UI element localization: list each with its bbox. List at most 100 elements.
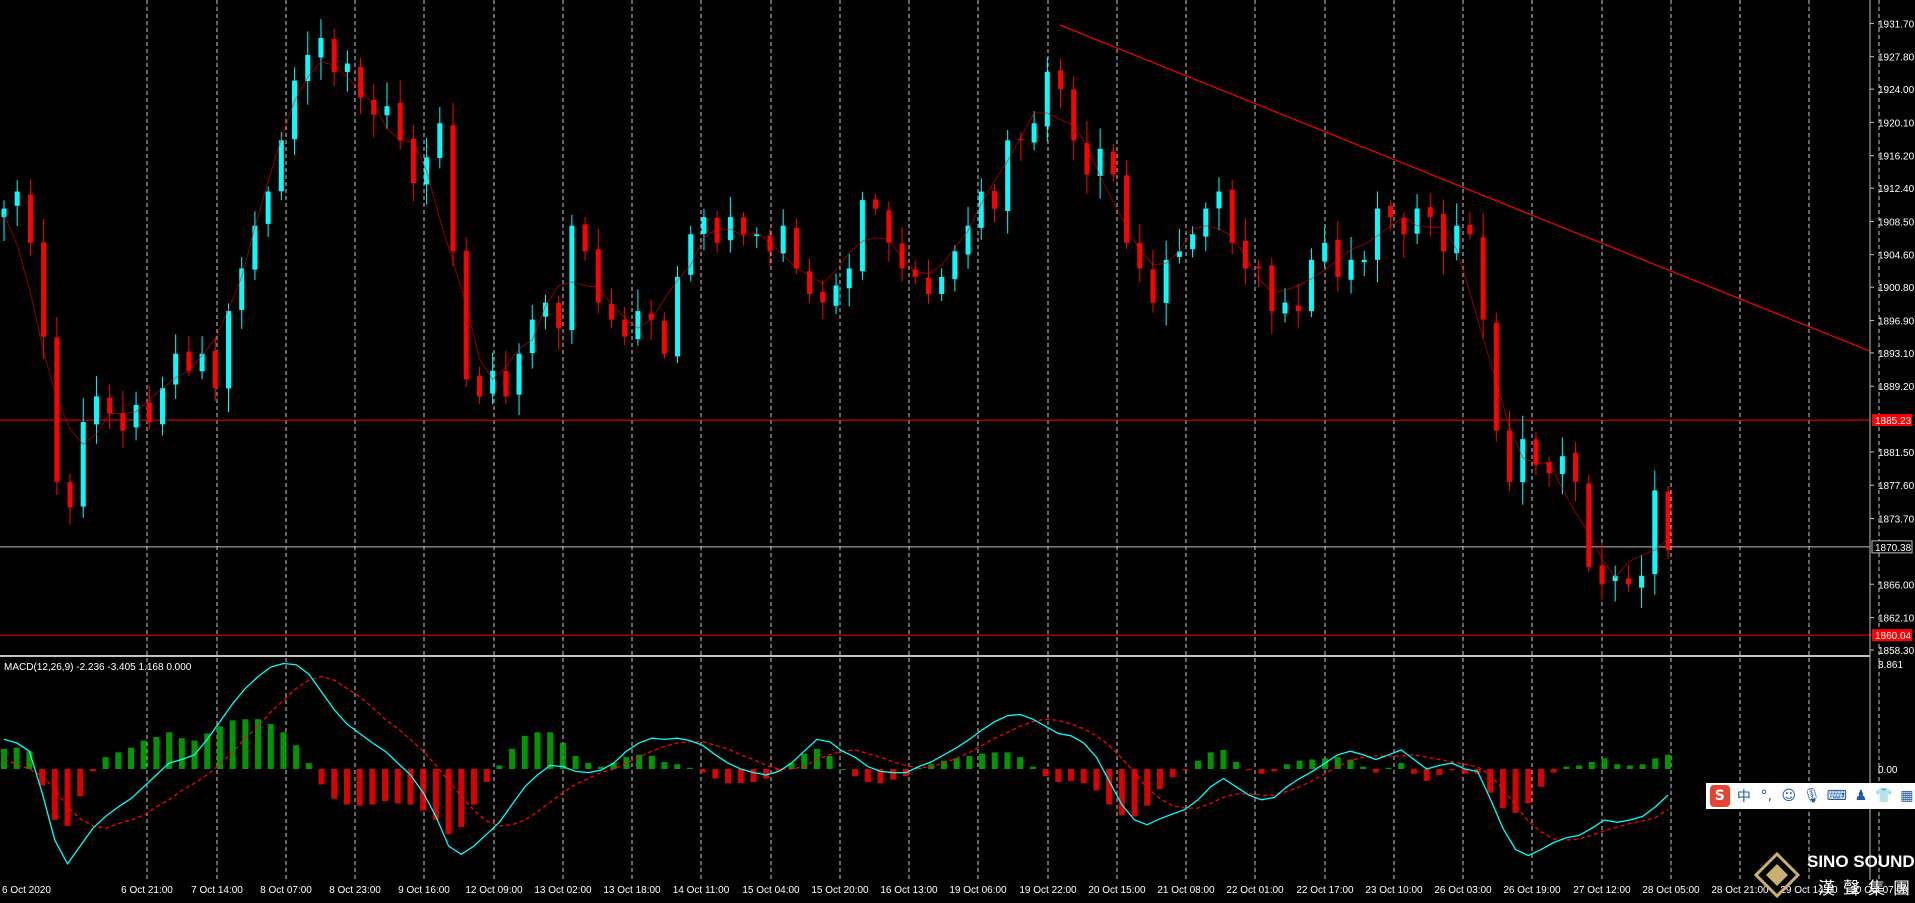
candle — [1005, 129, 1011, 234]
candle — [490, 352, 496, 405]
candle — [780, 209, 786, 262]
macd-histogram-bar — [1537, 769, 1544, 787]
candle-body — [1401, 218, 1407, 235]
candle — [991, 184, 997, 223]
macd-histogram-bar — [128, 747, 135, 769]
candle — [1546, 456, 1552, 487]
candle-body — [1493, 322, 1499, 431]
macd-histogram-bar — [826, 755, 833, 769]
time-tick-label: 22 Oct 01:00 — [1226, 885, 1284, 896]
macd-histogram-bar — [1195, 760, 1202, 769]
moving-average — [3, 61, 1669, 579]
macd-histogram-bar — [166, 732, 173, 769]
candle — [807, 258, 813, 303]
macd-histogram-bar — [1169, 769, 1176, 778]
ime-toolbar[interactable]: S 中 °, ☺ 🎙 ⌨ ♟ 👕 ▦ — [1706, 783, 1915, 809]
macd-histogram-bar — [1004, 752, 1011, 769]
time-tick-label: 21 Oct 08:00 — [1157, 885, 1215, 896]
candle-body — [1203, 208, 1209, 237]
keyboard-icon[interactable]: ⌨ — [1826, 788, 1847, 804]
macd-histogram-bar — [1385, 767, 1392, 769]
lang-toggle-button[interactable]: 中 — [1736, 789, 1751, 805]
macd-histogram-bar — [216, 726, 223, 769]
time-tick-label: 6 Oct 21:00 — [121, 885, 173, 896]
candle — [833, 273, 839, 314]
macd-histogram-bar — [318, 769, 325, 785]
price-level-tag — [1872, 414, 1912, 427]
candle-body — [1440, 214, 1446, 252]
brand-subtitle: 漢聲集團 — [1818, 879, 1915, 899]
grid-icon[interactable]: ▦ — [1900, 788, 1914, 804]
candle-body — [80, 422, 86, 507]
candle — [608, 288, 614, 329]
time-tick-label: 13 Oct 02:00 — [534, 885, 592, 896]
candle — [199, 336, 205, 380]
candle — [186, 336, 192, 376]
macd-histogram-bar — [293, 745, 300, 769]
mic-icon[interactable]: 🎙 — [1802, 788, 1821, 804]
macd-histogram-bar — [966, 755, 973, 769]
candle-body — [886, 210, 892, 243]
candle-body — [635, 311, 641, 340]
macd-histogram-bar — [77, 769, 84, 797]
macd-histogram-bar — [1118, 769, 1125, 816]
candle — [318, 19, 324, 80]
macd-histogram-bar — [153, 737, 160, 769]
candle-body — [1282, 302, 1288, 314]
candle-body — [503, 371, 509, 397]
candle — [1097, 128, 1103, 199]
candle-body — [1414, 208, 1420, 234]
candle — [1493, 312, 1499, 442]
macd-histogram-bar — [1487, 769, 1494, 793]
user-icon[interactable]: ♟ — [1854, 788, 1868, 804]
candle — [820, 280, 826, 319]
candle — [1374, 191, 1380, 283]
trendline-segment[interactable] — [1059, 24, 1871, 352]
candle-body — [173, 353, 179, 385]
trendline[interactable] — [1059, 24, 1871, 352]
candle-body — [292, 80, 298, 140]
emoji-icon[interactable]: ☺ — [1781, 788, 1797, 804]
macd-histogram-bar — [343, 769, 350, 805]
time-tick-label: 8 Oct 07:00 — [260, 885, 312, 896]
sino-sound-watermark: SINO SOUND 漢聲集團 — [1752, 850, 1915, 903]
macd-main-line — [3, 662, 1669, 866]
macd-histogram-bar — [496, 765, 503, 769]
punct-toggle-button[interactable]: °, — [1760, 788, 1773, 804]
macd-histogram-bar — [1042, 769, 1049, 777]
candle-body — [846, 268, 852, 289]
candle-body — [1533, 439, 1539, 465]
candle — [450, 102, 456, 267]
candle-body — [608, 304, 614, 320]
candle — [463, 237, 469, 388]
candle-body — [1150, 269, 1156, 303]
candle-body — [107, 397, 113, 414]
time-tick-label: 20 Oct 15:00 — [1088, 885, 1146, 896]
macd-histogram-bar — [140, 740, 147, 769]
price-tick-label: 1881.50 — [1878, 448, 1915, 459]
candle — [1625, 565, 1631, 593]
candle-body — [1480, 237, 1486, 320]
candle-body — [278, 140, 284, 192]
candle — [688, 225, 694, 282]
macd-histogram-bar — [382, 769, 389, 801]
time-tick-label: 16 Oct 13:00 — [880, 885, 938, 896]
candle-body — [1229, 189, 1235, 243]
candle — [212, 337, 218, 401]
candle — [1295, 283, 1301, 329]
candle — [54, 317, 60, 496]
candle-body — [305, 54, 311, 82]
candle — [701, 208, 707, 251]
macd-histogram-bar — [547, 732, 554, 769]
candle — [635, 289, 641, 346]
sogou-logo-icon[interactable]: S — [1710, 785, 1730, 807]
price-tick-label: 1931.70 — [1878, 19, 1915, 30]
shirt-icon[interactable]: 👕 — [1875, 788, 1893, 804]
macd-histogram-bar — [445, 769, 452, 835]
candle-body — [1427, 207, 1433, 218]
macd-histogram-bar — [1512, 769, 1519, 813]
macd-histogram-bar — [458, 769, 465, 828]
candle — [1256, 260, 1262, 287]
macd-tick-label: 8.861 — [1878, 660, 1903, 671]
